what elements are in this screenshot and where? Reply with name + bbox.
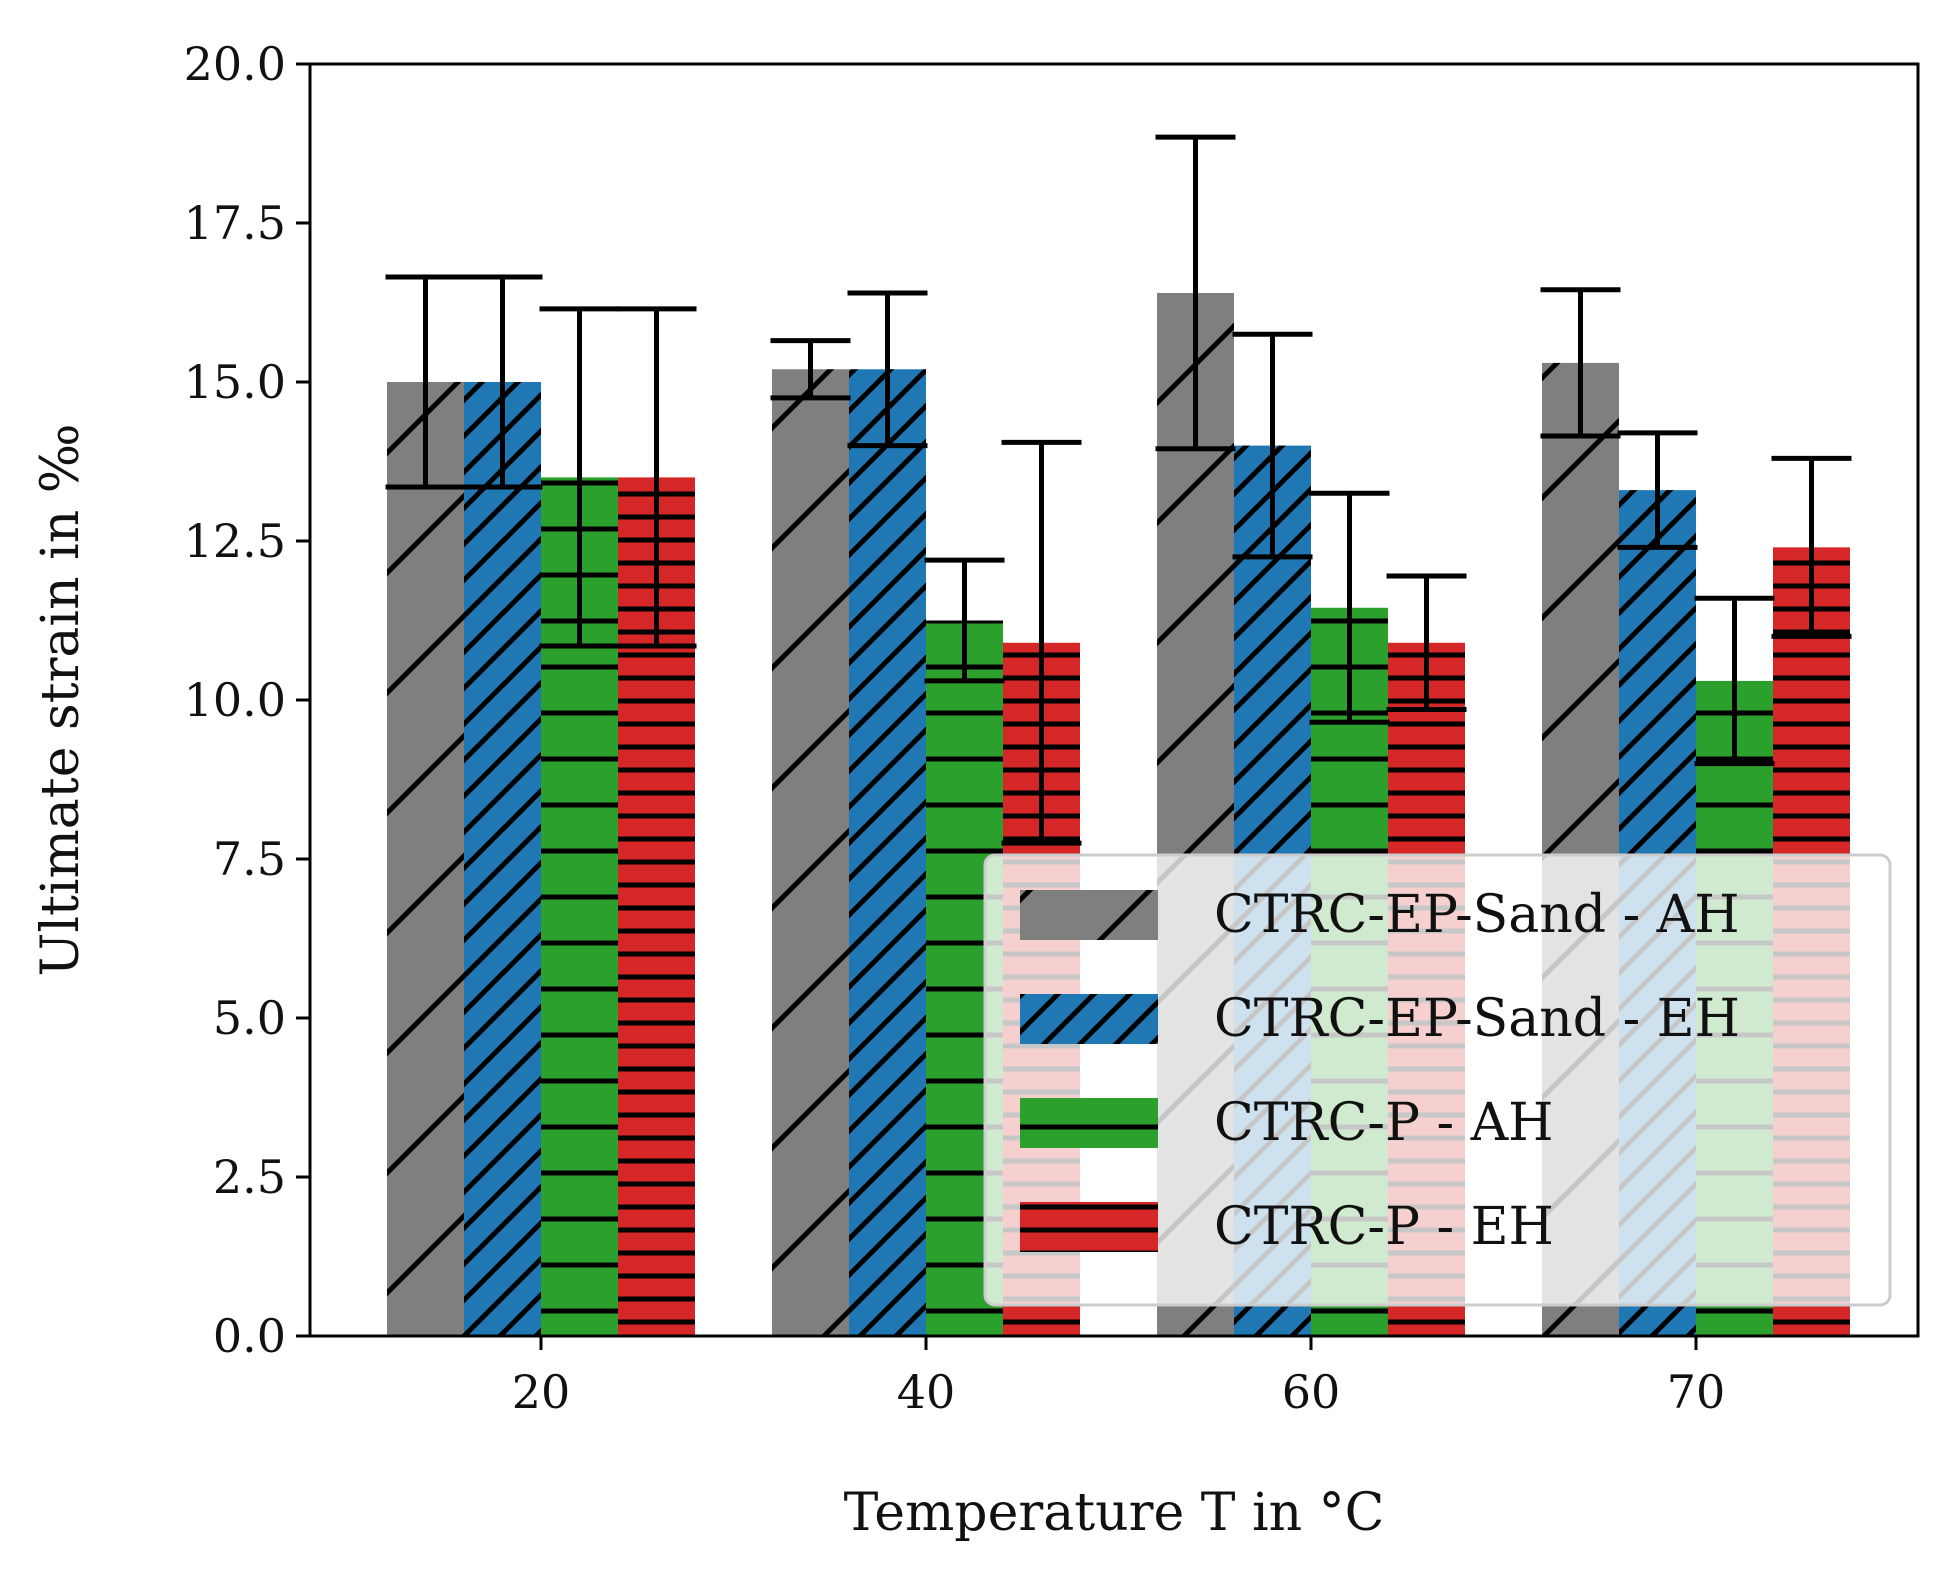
x-axis-title: Temperature T in °C [844,1483,1385,1543]
bar-hatch-0-0 [387,382,464,1336]
y-tick-label-0: 0.0 [213,1309,286,1363]
y-tick-label-5: 12.5 [184,514,286,568]
y-axis-title: Ultimate strain in ‰ [31,423,91,976]
y-tick-label-6: 15.0 [184,355,286,409]
legend-label-1: CTRC-EP-Sand - EH [1214,989,1740,1049]
x-tick-label-2: 60 [1282,1365,1341,1419]
legend-swatch-hatch-2 [1020,1098,1158,1148]
legend-box [983,853,1892,1307]
legend-swatch-hatch-1 [1020,994,1158,1044]
error-bars-layer [385,134,1852,846]
legend-label-0: CTRC-EP-Sand - AH [1214,885,1740,945]
legend-items: CTRC-EP-Sand - AH CTRC-EP-Sand - EH CTRC-P… [1020,885,1740,1257]
legend-label-3: CTRC-P - EH [1214,1197,1554,1257]
y-tick-label-3: 7.5 [213,832,286,886]
y-tick-label-7: 17.5 [184,196,286,250]
x-tick-label-0: 20 [512,1365,571,1419]
y-tick-label-2: 5.0 [213,991,286,1045]
legend-swatch-hatch-3 [1020,1202,1158,1252]
legend-swatch-hatch-0 [1020,890,1158,940]
bar-hatch-0-1 [772,369,849,1336]
y-axis-ticks: 0.0 2.5 5.0 7.5 10.0 12.5 15.0 17.5 20.0 [184,37,310,1363]
y-tick-label-8: 20.0 [184,37,286,91]
bar-hatch-1-1 [849,369,926,1336]
legend-label-2: CTRC-P - AH [1214,1093,1554,1153]
x-tick-label-3: 70 [1667,1365,1726,1419]
y-tick-label-1: 2.5 [213,1150,286,1204]
x-axis-ticks: 20 40 60 70 [512,1336,1726,1419]
y-tick-label-4: 10.0 [184,673,286,727]
bar-hatch-1-0 [464,382,541,1336]
x-tick-label-1: 40 [897,1365,956,1419]
legend: CTRC-EP-Sand - AH CTRC-EP-Sand - EH CTRC-P… [983,853,1892,1307]
